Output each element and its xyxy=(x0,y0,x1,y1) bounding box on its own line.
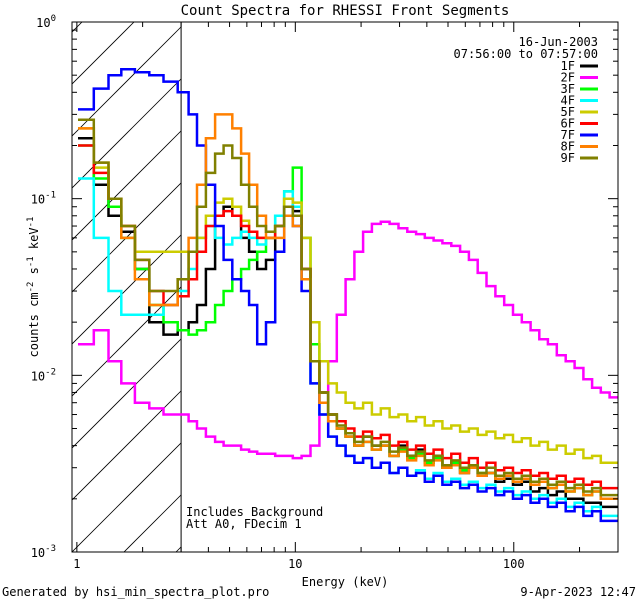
x-tick-label: 100 xyxy=(503,557,525,571)
series-9f xyxy=(78,118,618,497)
series-layer xyxy=(78,68,618,523)
hatch-mask xyxy=(181,22,618,552)
x-tick-label: 1 xyxy=(73,557,80,571)
generated-by: Generated by hsi_min_spectra_plot.pro xyxy=(2,585,269,599)
background-note: Includes Background xyxy=(186,505,323,519)
x-tick-label: 10 xyxy=(288,557,302,571)
timestamp: 9-Apr-2023 12:47 xyxy=(520,585,636,599)
y-tick-label: 100 xyxy=(36,14,56,30)
x-axis-label: Energy (keV) xyxy=(302,575,389,589)
y-tick-label: 10-1 xyxy=(31,191,56,207)
hatch-line xyxy=(72,22,187,137)
hatch-line xyxy=(72,22,83,33)
legend-label-1f: 1F xyxy=(561,59,575,73)
y-tick-label: 10-3 xyxy=(31,544,56,560)
y-axis-label: counts cm-2 s-1 keV-1 xyxy=(26,217,41,358)
date-label: 16-Jun-2003 xyxy=(519,35,598,49)
plot-frame xyxy=(71,21,619,553)
series-2f xyxy=(78,220,618,460)
attenuator-note: Att A0, FDecim 1 xyxy=(186,517,302,531)
y-axis: 10-3 10-2 10-1 100 xyxy=(31,14,618,560)
legend-label-5f: 5F xyxy=(561,105,575,119)
legend-label-3f: 3F xyxy=(561,82,575,96)
hatch-line xyxy=(72,22,135,85)
legend-label-2f: 2F xyxy=(561,71,575,85)
series-7f xyxy=(78,68,618,523)
legend-label-7f: 7F xyxy=(561,128,575,142)
series-6f xyxy=(78,144,618,490)
y-tick-label: 10-2 xyxy=(31,367,56,383)
hatch-region xyxy=(72,22,618,552)
x-axis: 1 10 100 xyxy=(73,22,619,571)
legend-label-6f: 6F xyxy=(561,117,575,131)
legend-label-9f: 9F xyxy=(561,151,575,165)
legend-label-8f: 8F xyxy=(561,140,575,154)
legend-label-4f: 4F xyxy=(561,94,575,108)
time-range-label: 07:56:00 to 07:57:00 xyxy=(454,47,599,61)
chart-title: Count Spectra for RHESSI Front Segments xyxy=(181,3,510,19)
hatch-line xyxy=(72,22,239,189)
